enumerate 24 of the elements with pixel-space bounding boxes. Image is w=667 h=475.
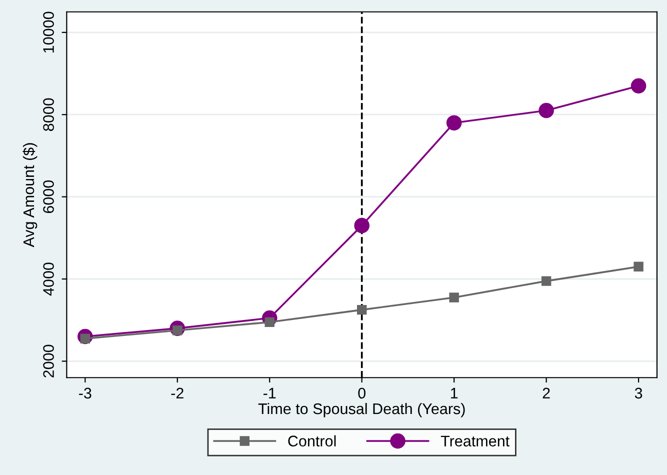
y-tick-label: 2000 bbox=[43, 344, 54, 378]
y-axis-title: Avg Amount ($) bbox=[22, 143, 38, 248]
point bbox=[630, 78, 646, 94]
point bbox=[538, 102, 554, 118]
x-axis-title: Time to Spousal Death (Years) bbox=[258, 402, 465, 418]
point bbox=[541, 276, 552, 286]
y-tick-label: 10000 bbox=[43, 12, 54, 52]
x-tick-label: -3 bbox=[79, 388, 92, 399]
x-tick-label: 1 bbox=[451, 388, 458, 398]
x-tick-label: -2 bbox=[171, 388, 184, 398]
point bbox=[634, 262, 644, 272]
x-tick-label: -1 bbox=[264, 388, 276, 398]
x-tick-label: 3 bbox=[634, 388, 642, 399]
y-tick-label: 6000 bbox=[43, 180, 54, 214]
point bbox=[354, 218, 370, 234]
x-tick-label: 0 bbox=[358, 388, 366, 399]
legend-label: Control bbox=[288, 435, 336, 446]
point bbox=[449, 292, 459, 302]
legend-label: Treatment bbox=[440, 436, 510, 446]
x-tick-label: 2 bbox=[542, 388, 550, 398]
point bbox=[356, 304, 367, 315]
y-tick-label: 8000 bbox=[43, 98, 54, 131]
y-tick-label: 4000 bbox=[43, 262, 54, 296]
point bbox=[446, 115, 462, 130]
